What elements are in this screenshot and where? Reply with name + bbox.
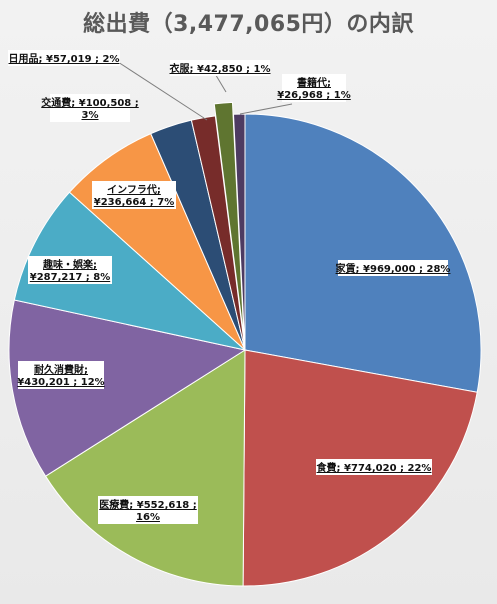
data-label-text: 衣服; ¥42,850 ; 1% — [170, 62, 271, 75]
data-label-text: 食費; ¥774,020 ; 22% — [316, 461, 432, 474]
data-label-text: 医療費; ¥552,618 ; — [99, 498, 196, 511]
data-label-text: 趣味・娯楽; — [42, 258, 97, 271]
data-label-text: 日用品; ¥57,019 ; 2% — [9, 53, 120, 65]
data-label-1: 家賃; ¥969,000 ; 28% — [336, 260, 451, 276]
data-label-text: 3% — [82, 110, 99, 121]
data-label-text: 16% — [136, 512, 160, 523]
data-label-4: 耐久消費財;¥430,201 ; 12% — [17, 361, 105, 389]
data-label-text: 書籍代; — [297, 76, 331, 89]
pie-slice-5 — [13, 191, 247, 351]
data-label-text: 家賃; ¥969,000 ; 28% — [336, 262, 451, 275]
data-label-5: 趣味・娯楽;¥287,217 ; 8% — [28, 256, 112, 284]
data-label-2: 食費; ¥774,020 ; 22% — [316, 459, 432, 475]
pie-slice-1 — [244, 113, 482, 393]
data-label-7: 交通費; ¥100,508 ;3% — [41, 94, 139, 122]
pie-slice-4 — [8, 299, 247, 477]
data-label-8: 日用品; ¥57,019 ; 2% — [8, 50, 120, 66]
leader-line-10 — [239, 103, 293, 115]
data-label-text: インフラ代; — [107, 183, 161, 196]
leader-line-8 — [117, 61, 208, 121]
data-label-text: 耐久消費財; — [34, 363, 88, 376]
chart-title: 総出費（3,477,065円）の内訳 — [83, 12, 414, 37]
pie-slice-9 — [213, 101, 245, 339]
data-label-text: ¥26,968 ; 1% — [277, 90, 351, 101]
data-label-text: ¥287,217 ; 8% — [30, 272, 110, 283]
data-label-6: インフラ代;¥236,664 ; 7% — [92, 181, 176, 209]
data-label-9: 衣服; ¥42,850 ; 1% — [170, 60, 271, 76]
data-label-text: ¥236,664 ; 7% — [94, 197, 174, 208]
data-label-text: 交通費; ¥100,508 ; — [41, 96, 138, 109]
data-label-text: ¥430,201 ; 12% — [17, 377, 104, 388]
pie-slice-3 — [44, 349, 246, 587]
pie-slice-10 — [232, 113, 246, 351]
data-label-3: 医療費; ¥552,618 ;16% — [98, 496, 198, 524]
data-label-10: 書籍代;¥26,968 ; 1% — [277, 74, 351, 102]
